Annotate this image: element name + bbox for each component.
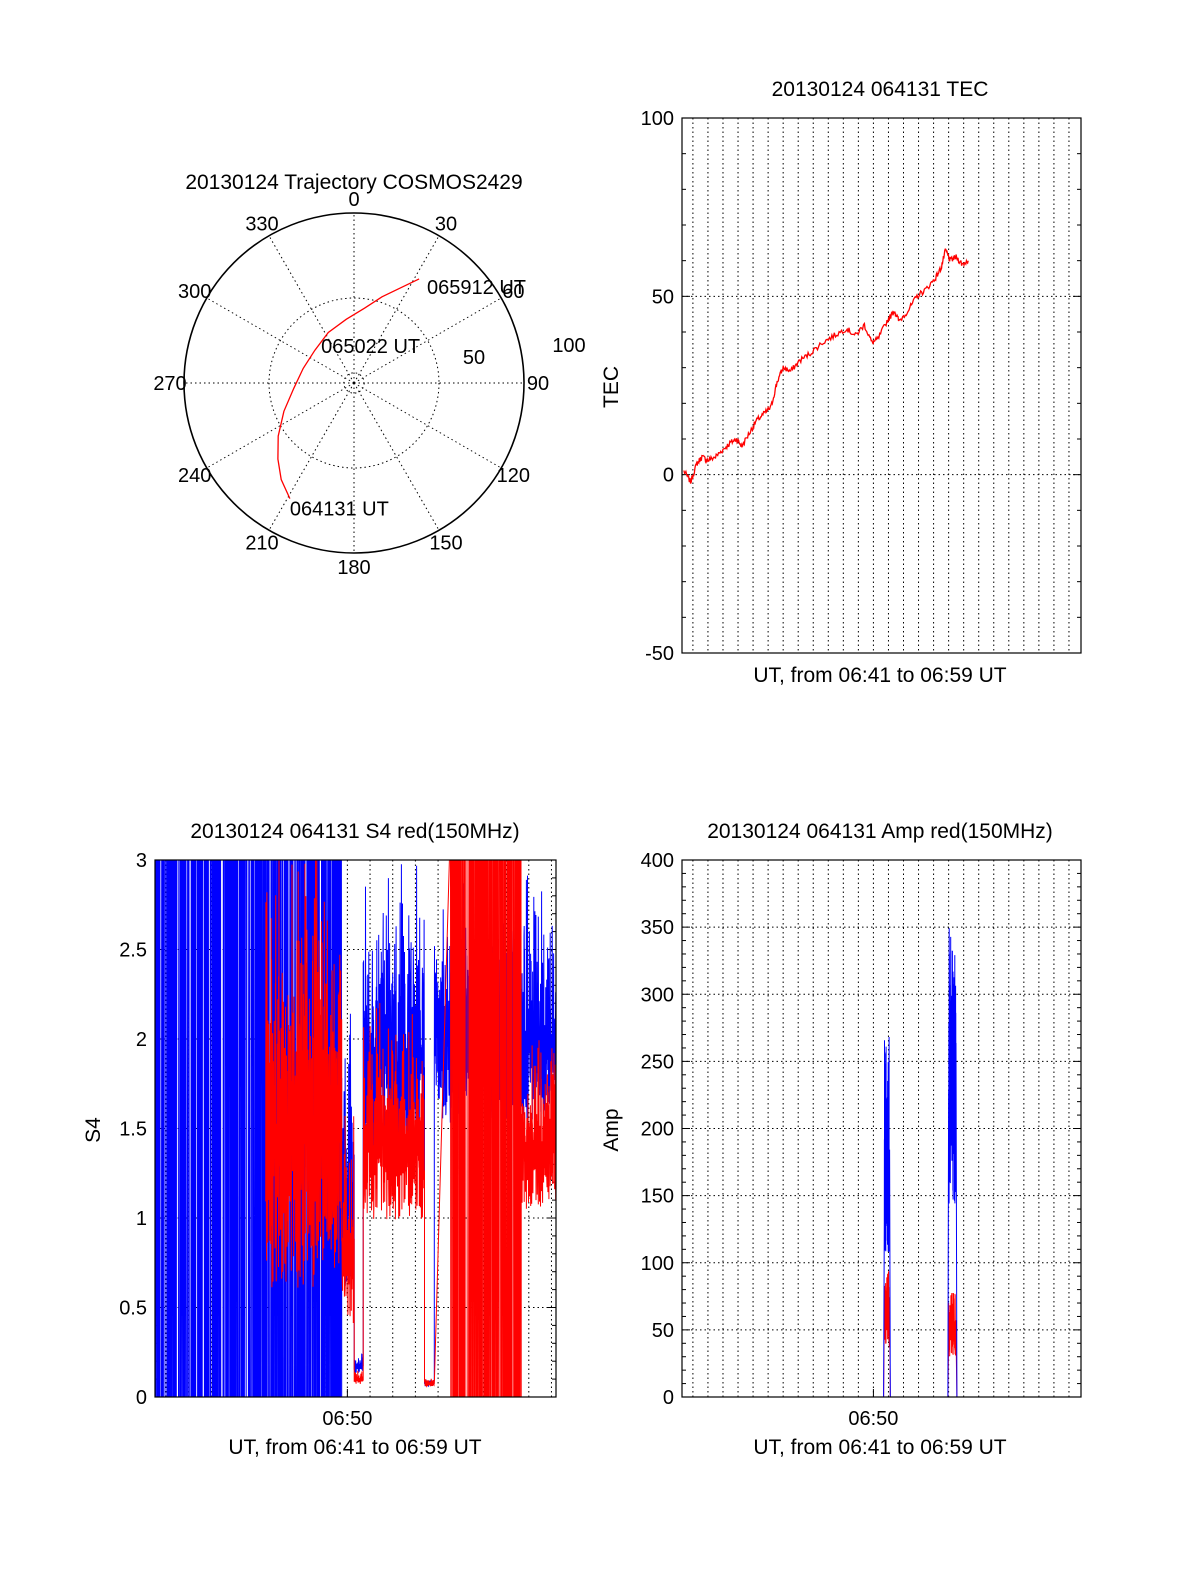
polar-spoke (268, 235, 355, 384)
y-tick-label: 0.5 (119, 1298, 147, 1320)
amp-chart: 20130124 064131 Amp red(150MHz) UT, from… (600, 820, 1082, 1459)
tec-ylabel: TEC (600, 366, 623, 408)
azimuth-label: 180 (337, 557, 370, 579)
polar-labels: 0 30 60 90 120 150 180 210 240 270 300 330 50 100 (153, 189, 585, 579)
tec-ticks: -50 0 50 100 (641, 108, 1081, 665)
s4-chart: 20130124 064131 S4 red(150MHz) UT, from … (82, 820, 557, 1459)
s4-series (155, 859, 557, 1398)
y-tick-label: 250 (641, 1051, 674, 1073)
tec-frame (681, 117, 1082, 654)
y-tick-label: 350 (641, 917, 674, 939)
y-tick-label: 200 (641, 1119, 674, 1141)
polar-spoke (353, 382, 440, 531)
polar-ring (268, 297, 440, 469)
tec-grid (682, 118, 1081, 653)
s4-ylabel: S4 (82, 1117, 105, 1143)
azimuth-label: 210 (245, 532, 278, 554)
y-tick-label: 0 (136, 1387, 147, 1409)
amp-ticks: 0 50 100 150 200 250 300 350 400 06:50 (641, 850, 1081, 1430)
azimuth-label: 150 (429, 532, 462, 554)
y-tick-label: -50 (645, 643, 674, 665)
polar-grid (183, 212, 525, 554)
azimuth-label: 60 (502, 281, 524, 303)
azimuth-label: 30 (435, 214, 457, 236)
amp-xlabel: UT, from 06:41 to 06:59 UT (753, 1436, 1006, 1459)
y-tick-label: 0 (663, 465, 674, 487)
amp-frame (681, 859, 1082, 1398)
s4-xlabel: UT, from 06:41 to 06:59 UT (228, 1436, 481, 1459)
y-tick-label: 2.5 (119, 940, 147, 962)
x-tick-label: 06:50 (322, 1408, 372, 1430)
s4-title: 20130124 064131 S4 red(150MHz) (190, 820, 519, 843)
tec-title: 20130124 064131 TEC (772, 78, 989, 101)
tec-line (683, 248, 969, 484)
polar-spoke (353, 297, 502, 384)
y-tick-label: 1.5 (119, 1119, 147, 1141)
polar-spoke (353, 382, 502, 469)
y-tick-label: 3 (136, 850, 147, 872)
polar-spoke (206, 297, 355, 384)
radial-label: 100 (552, 335, 585, 357)
y-tick-label: 400 (641, 850, 674, 872)
trajectory-polar-chart: 20130124 Trajectory COSMOS2429 0 30 60 90 12… (153, 171, 585, 579)
trajectory-label: 065912 UT (427, 277, 526, 299)
trajectory-annotations: 064131 UT 065022 UT 065912 UT (290, 277, 526, 521)
y-tick-label: 2 (136, 1029, 147, 1051)
azimuth-label: 0 (348, 189, 359, 211)
y-tick-label: 150 (641, 1186, 674, 1208)
azimuth-label: 270 (153, 373, 186, 395)
y-tick-label: 50 (652, 286, 674, 308)
y-tick-label: 0 (663, 1387, 674, 1409)
trajectory-label: 064131 UT (290, 499, 389, 521)
amp-title: 20130124 064131 Amp red(150MHz) (707, 820, 1053, 843)
radial-label: 50 (463, 347, 485, 369)
polar-spoke (268, 382, 355, 531)
x-tick-label: 06:50 (848, 1408, 898, 1430)
trajectory-label: 065022 UT (321, 336, 420, 358)
s4-frame (154, 859, 557, 1398)
trajectory-series (277, 278, 420, 499)
azimuth-label: 330 (245, 214, 278, 236)
tec-series (683, 248, 969, 484)
y-tick-label: 100 (641, 1253, 674, 1275)
amp-grid (682, 860, 1081, 1397)
y-tick-label: 50 (652, 1320, 674, 1342)
amp-series (688, 928, 1081, 1398)
azimuth-label: 300 (178, 281, 211, 303)
azimuth-label: 90 (527, 373, 549, 395)
trajectory-line (277, 278, 420, 499)
y-tick-label: 1 (136, 1208, 147, 1230)
azimuth-label: 120 (497, 465, 530, 487)
s4-red-line (265, 859, 557, 1398)
polar-spoke (353, 235, 440, 384)
tec-xlabel: UT, from 06:41 to 06:59 UT (753, 664, 1006, 687)
y-tick-label: 100 (641, 108, 674, 130)
amp-ylabel: Amp (600, 1108, 623, 1151)
azimuth-label: 240 (178, 465, 211, 487)
y-tick-label: 300 (641, 984, 674, 1006)
polar-spoke (206, 382, 355, 469)
tec-chart: 20130124 064131 TEC UT, from 06:41 to 06… (600, 78, 1082, 687)
polar-outer-circle (183, 212, 525, 554)
trajectory-title: 20130124 Trajectory COSMOS2429 (185, 171, 522, 194)
